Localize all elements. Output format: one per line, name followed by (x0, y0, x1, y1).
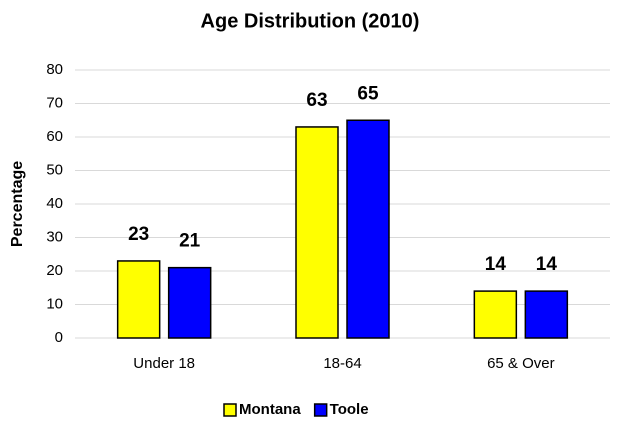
legend-swatch (313, 403, 328, 417)
y-tick-label: 50 (46, 161, 63, 178)
bar (524, 290, 569, 339)
bar (116, 260, 161, 339)
bar (167, 266, 212, 339)
x-tick-label: 18-64 (323, 355, 361, 372)
y-tick-label: 30 (46, 228, 63, 245)
data-label: 63 (306, 90, 327, 111)
bar (295, 126, 339, 339)
y-tick-label: 40 (46, 195, 63, 212)
y-axis-title: Percentage (9, 161, 26, 247)
y-tick-label: 20 (46, 262, 63, 279)
data-label: 21 (179, 231, 201, 252)
bar (346, 119, 390, 339)
data-label: 14 (536, 254, 558, 275)
y-tick-label: 10 (46, 295, 63, 312)
legend-swatch (223, 403, 237, 417)
y-tick-label: 70 (46, 94, 63, 111)
legend-label: Montana (239, 401, 301, 418)
data-label: 14 (485, 254, 507, 275)
data-label: 23 (128, 224, 149, 245)
data-label: 65 (357, 83, 379, 104)
x-tick-label: Under 18 (133, 355, 195, 372)
y-tick-label: 80 (46, 61, 63, 78)
y-tick-label: 60 (46, 128, 63, 145)
y-tick-label: 0 (55, 329, 63, 346)
chart-title: Age Distribution (2010) (201, 10, 420, 32)
bar (473, 290, 518, 339)
legend-label: Toole (330, 401, 369, 418)
x-tick-label: 65 & Over (487, 355, 555, 372)
